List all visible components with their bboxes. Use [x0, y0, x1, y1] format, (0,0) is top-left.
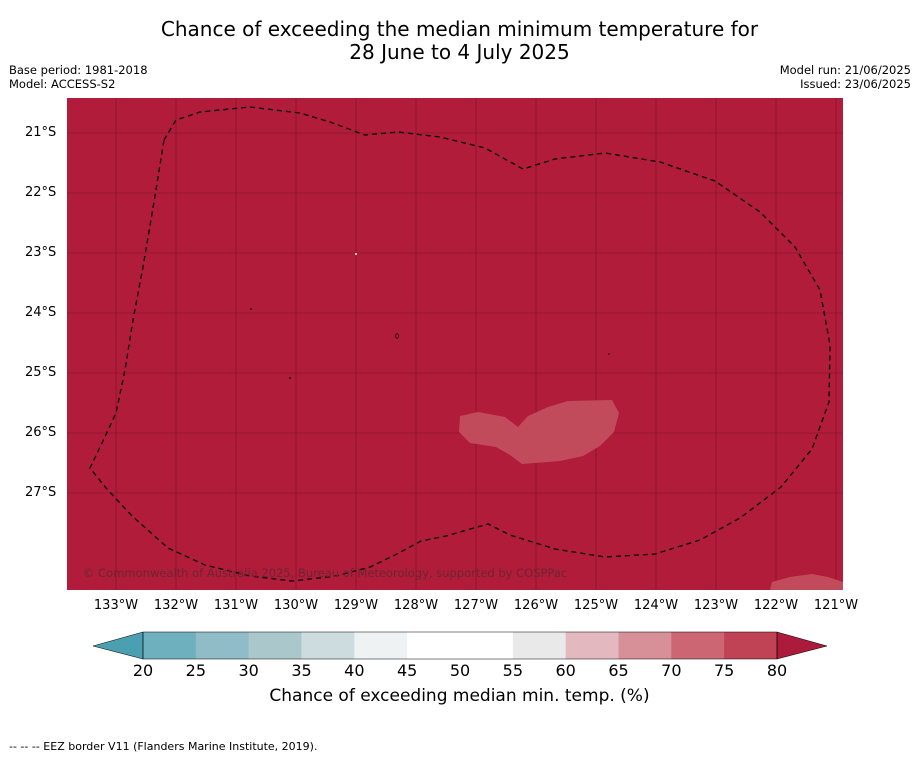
longitude-label: 131°W — [213, 598, 259, 613]
colorbar-cell — [407, 632, 461, 659]
colorbar-tick-label: 60 — [555, 661, 576, 680]
longitude-label: 128°W — [393, 598, 439, 613]
base-period: Base period: 1981-2018 — [9, 63, 148, 77]
eez-footnote: -- -- -- EEZ border V11 (Flanders Marine… — [9, 740, 318, 753]
colorbar-tick-label: 65 — [608, 661, 629, 680]
island-marker — [289, 377, 291, 379]
colorbar-cells — [143, 632, 778, 659]
probability-patch-corner — [770, 574, 843, 590]
colorbar-tick-label: 50 — [449, 661, 471, 680]
colorbar-tick-label: 25 — [185, 661, 207, 680]
longitude-label: 124°W — [633, 598, 679, 613]
latitude-label: 26°S — [25, 425, 57, 440]
colorbar-tick-label: 35 — [291, 661, 312, 680]
colorbar-tick-label: 55 — [502, 661, 524, 680]
colorbar-label: Chance of exceeding median min. temp. (%… — [269, 686, 650, 706]
island-marker — [355, 253, 357, 255]
colorbar-cell — [565, 632, 619, 659]
longitude-label: 123°W — [693, 598, 739, 613]
latitude-label: 27°S — [25, 485, 57, 500]
island-marker — [394, 333, 399, 339]
colorbar-cell — [671, 632, 725, 659]
colorbar-cell — [512, 632, 567, 659]
longitude-label: 132°W — [153, 598, 199, 613]
colorbar-cell — [460, 632, 514, 659]
longitude-label: 122°W — [753, 598, 799, 613]
island-marker — [608, 353, 610, 355]
colorbar-cell — [354, 632, 408, 659]
map-background — [67, 98, 843, 590]
colorbar-cell — [301, 632, 355, 659]
colorbar-outline — [142, 631, 778, 660]
colorbar-tick-label: 75 — [713, 661, 735, 680]
colorbar-tick-label: 30 — [238, 661, 259, 680]
issued-date: Issued: 23/06/2025 — [800, 77, 911, 91]
longitude-label: 121°W — [813, 598, 859, 613]
longitude-label: 130°W — [273, 598, 319, 613]
island-marker — [250, 308, 252, 310]
title-line-2: 28 June to 4 July 2025 — [349, 40, 570, 64]
colorbar-tick-label: 20 — [132, 661, 154, 680]
colorbar-right-arrow — [776, 631, 828, 660]
longitude-label: 126°W — [513, 598, 559, 613]
model-name: Model: ACCESS-S2 — [9, 77, 116, 91]
meta-left: Base period: 1981-2018 Model: ACCESS-S2 — [9, 63, 148, 91]
colorbar — [92, 631, 828, 660]
latitude-label: 22°S — [25, 185, 57, 200]
colorbar-cell — [195, 632, 250, 659]
colorbar-cell — [248, 632, 302, 659]
model-run: Model run: 21/06/2025 — [779, 63, 911, 77]
colorbar-tick-label: 80 — [766, 661, 788, 680]
latitude-label: 25°S — [25, 365, 57, 380]
title-line-1: Chance of exceeding the median minimum t… — [160, 17, 759, 41]
colorbar-tick-label: 45 — [396, 661, 418, 680]
longitude-label: 129°W — [333, 598, 379, 613]
map-gridlines — [67, 98, 843, 590]
latitude-label: 24°S — [25, 305, 57, 320]
islands — [250, 253, 610, 379]
colorbar-left-arrow — [92, 631, 144, 660]
probability-patch-70-75 — [459, 400, 619, 464]
longitude-label: 127°W — [453, 598, 499, 613]
longitude-label: 133°W — [93, 598, 139, 613]
colorbar-cell — [143, 632, 197, 659]
meta-right: Model run: 21/06/2025 Issued: 23/06/2025 — [780, 63, 911, 91]
longitude-label: 125°W — [573, 598, 619, 613]
colorbar-cell — [618, 632, 672, 659]
copyright-notice: © Commonwealth of Australia 2025, Bureau… — [83, 566, 568, 580]
colorbar-tick-label: 40 — [344, 661, 365, 680]
latitude-label: 23°S — [25, 245, 57, 260]
latitude-label: 21°S — [25, 125, 57, 140]
colorbar-cell — [724, 632, 778, 659]
colorbar-tick-label: 70 — [661, 661, 682, 680]
